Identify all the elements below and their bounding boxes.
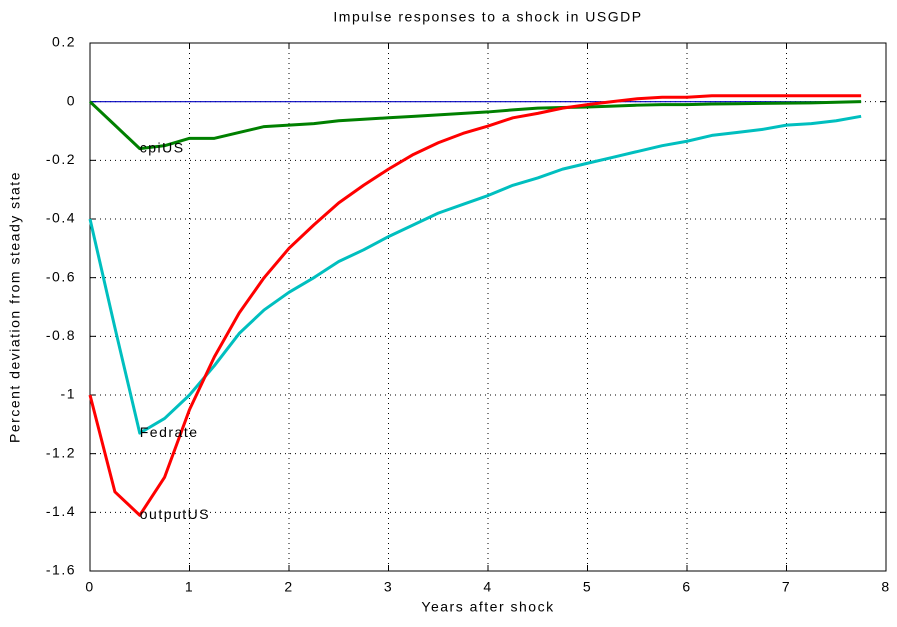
plot-frame bbox=[89, 42, 887, 572]
y-axis-label: Percent deviation from steady state bbox=[7, 171, 23, 443]
x-tick-label: 2 bbox=[284, 579, 293, 595]
y-tick-label: 0 bbox=[67, 92, 76, 108]
x-tick-label: 8 bbox=[881, 579, 890, 595]
series-label: outputUS bbox=[140, 506, 210, 522]
x-tick-label: 6 bbox=[682, 579, 691, 595]
y-tick-label: -1.6 bbox=[46, 562, 76, 578]
series-label: cpiUS bbox=[140, 139, 185, 155]
y-tick-label: -1 bbox=[61, 386, 76, 402]
x-tick-label: 4 bbox=[483, 579, 492, 595]
x-tick-label: 0 bbox=[85, 579, 94, 595]
x-tick-label: 5 bbox=[583, 579, 592, 595]
series-line bbox=[88, 114, 862, 435]
y-tick-label: -0.4 bbox=[46, 210, 76, 226]
x-tick-label: 7 bbox=[782, 579, 791, 595]
y-tick-label: -0.6 bbox=[46, 268, 76, 284]
y-tick-label: 0.2 bbox=[52, 34, 76, 50]
x-tick-label: 1 bbox=[185, 579, 194, 595]
chart-title: Impulse responses to a shock in USGDP bbox=[333, 9, 642, 25]
x-tick-label: 3 bbox=[384, 579, 393, 595]
series-line bbox=[88, 100, 862, 151]
x-axis-label: Years after shock bbox=[421, 599, 554, 615]
y-tick-label: -0.8 bbox=[46, 327, 76, 343]
series-label: Fedrate bbox=[140, 424, 199, 440]
series-line bbox=[88, 94, 862, 517]
y-tick-label: -0.2 bbox=[46, 151, 76, 167]
y-tick-label: -1.4 bbox=[46, 503, 76, 519]
y-tick-label: -1.2 bbox=[46, 444, 76, 460]
